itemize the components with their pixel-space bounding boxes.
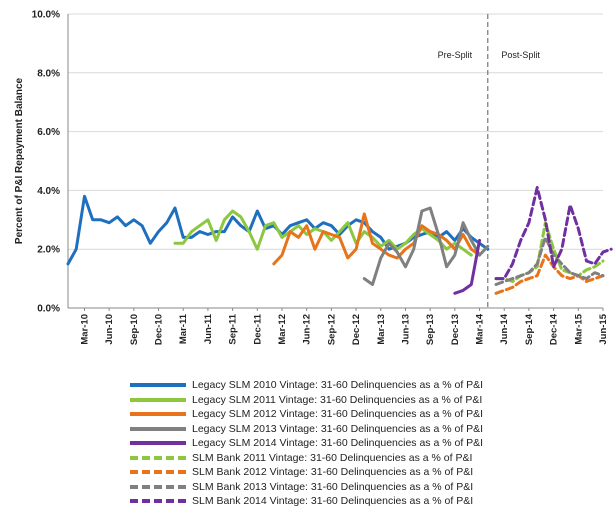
legend-item: Legacy SLM 2013 Vintage: 31-60 Delinquen… bbox=[130, 422, 610, 437]
series-line-7 bbox=[494, 253, 605, 295]
post-split-label: Post-Split bbox=[501, 50, 540, 60]
x-tick-label: Dec-12 bbox=[351, 314, 362, 345]
series-line-6 bbox=[494, 221, 605, 283]
y-tick-label: 4.0% bbox=[37, 186, 60, 197]
x-tick-label: Mar-13 bbox=[376, 314, 387, 345]
legend-swatch bbox=[130, 470, 186, 475]
legend-item: Legacy SLM 2011 Vintage: 31-60 Delinquen… bbox=[130, 393, 610, 408]
series-line-4 bbox=[362, 206, 490, 286]
y-tick-label: 6.0% bbox=[37, 127, 60, 138]
x-tick-label: Sep-10 bbox=[129, 314, 140, 345]
legend-item: Legacy SLM 2010 Vintage: 31-60 Delinquen… bbox=[130, 378, 610, 393]
x-tick-label: Jun-13 bbox=[400, 314, 411, 345]
legend-swatch bbox=[130, 383, 186, 388]
x-tick-label: Sep-14 bbox=[524, 313, 535, 345]
x-tick-label: Jun-12 bbox=[302, 314, 313, 345]
line-chart: 0.0% 2.0% 4.0% 6.0% 8.0% 10.0% Percent of P&I … bbox=[14, 10, 613, 346]
legend-label: Legacy SLM 2010 Vintage: 31-60 Delinquen… bbox=[192, 379, 484, 392]
legend-label: Legacy SLM 2013 Vintage: 31-60 Delinquen… bbox=[192, 422, 484, 435]
x-tick-label: Dec-14 bbox=[549, 313, 560, 345]
legend-label: Legacy SLM 2012 Vintage: 31-60 Delinquen… bbox=[192, 408, 484, 421]
x-tick-label: Sep-11 bbox=[228, 313, 239, 344]
x-tick-label: Dec-10 bbox=[154, 314, 165, 345]
x-tick-label: Mar-11 bbox=[178, 313, 189, 344]
legend-swatch bbox=[130, 426, 186, 431]
x-tick-label: Jun-10 bbox=[104, 314, 115, 345]
chart-series-group bbox=[66, 186, 613, 295]
y-tick-label: 10.0% bbox=[32, 10, 60, 21]
x-tick-label: Sep-12 bbox=[326, 314, 337, 345]
x-tick-label: Mar-12 bbox=[277, 314, 288, 345]
legend-item: SLM Bank 2011 Vintage: 31-60 Delinquenci… bbox=[130, 451, 610, 466]
x-tick-label: Mar-14 bbox=[475, 313, 486, 344]
legend-swatch bbox=[130, 455, 186, 460]
legend-label: Legacy SLM 2011 Vintage: 31-60 Delinquen… bbox=[192, 393, 483, 406]
legend-swatch bbox=[130, 499, 186, 504]
legend-swatch bbox=[130, 412, 186, 417]
legend-label: SLM Bank 2014 Vintage: 31-60 Delinquenci… bbox=[192, 495, 474, 508]
series-line-9 bbox=[494, 186, 613, 281]
y-axis-label: Percent of P&I Repayment Balance bbox=[14, 77, 25, 244]
series-line-5 bbox=[453, 238, 481, 295]
legend-item: SLM Bank 2013 Vintage: 31-60 Delinquenci… bbox=[130, 480, 610, 495]
y-tick-label: 2.0% bbox=[37, 245, 60, 256]
legend-item: SLM Bank 2012 Vintage: 31-60 Delinquenci… bbox=[130, 465, 610, 480]
series-line-3 bbox=[272, 212, 481, 266]
legend-item: Legacy SLM 2012 Vintage: 31-60 Delinquen… bbox=[130, 407, 610, 422]
chart-axes bbox=[67, 14, 604, 311]
y-tick-label: 8.0% bbox=[37, 68, 60, 79]
x-tick-label: Mar-15 bbox=[573, 313, 584, 344]
x-tick-label: Jun-14 bbox=[499, 313, 510, 344]
chart-labels: 0.0% 2.0% 4.0% 6.0% 8.0% 10.0% Percent of P&I … bbox=[14, 10, 609, 346]
legend-label: SLM Bank 2012 Vintage: 31-60 Delinquenci… bbox=[192, 466, 474, 479]
legend-item: SLM Bank 2014 Vintage: 31-60 Delinquenci… bbox=[130, 494, 610, 509]
legend-item: Legacy SLM 2014 Vintage: 31-60 Delinquen… bbox=[130, 436, 610, 451]
x-tick-label: Sep-13 bbox=[425, 314, 436, 345]
x-tick-label: Jun-11 bbox=[203, 313, 214, 344]
x-tick-label: Mar-10 bbox=[79, 314, 90, 345]
y-tick-label: 0.0% bbox=[37, 304, 60, 315]
legend-label: SLM Bank 2013 Vintage: 31-60 Delinquenci… bbox=[192, 480, 474, 493]
pre-split-label: Pre-Split bbox=[438, 50, 473, 60]
legend-label: SLM Bank 2011 Vintage: 31-60 Delinquenci… bbox=[192, 451, 473, 464]
legend-swatch bbox=[130, 397, 186, 402]
legend-swatch bbox=[130, 441, 186, 446]
legend-swatch bbox=[130, 484, 186, 489]
x-tick-label: Dec-11 bbox=[252, 313, 263, 344]
x-tick-label: Dec-13 bbox=[450, 314, 461, 345]
chart-legend: Legacy SLM 2010 Vintage: 31-60 Delinquen… bbox=[130, 378, 610, 509]
legend-label: Legacy SLM 2014 Vintage: 31-60 Delinquen… bbox=[192, 437, 484, 450]
x-tick-label: Jun-15 bbox=[598, 313, 609, 344]
